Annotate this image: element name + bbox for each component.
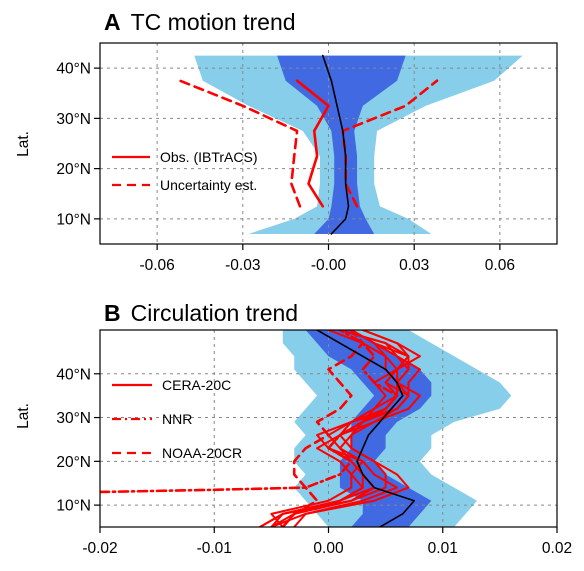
panel-b-title-text: Circulation trend	[131, 300, 298, 326]
y-tick-label: 30°N	[56, 111, 91, 128]
panel-b-title: B Circulation trend	[104, 300, 298, 326]
panel-a-lines	[178, 54, 439, 235]
ensemble-mean-line	[316, 330, 415, 527]
legend-label: Obs. (IBTrACS)	[160, 149, 258, 165]
x-tick-label: -0.06	[139, 257, 174, 274]
x-tick-label: 0.01	[428, 540, 458, 557]
y-tick-label: 20°N	[56, 454, 91, 471]
x-tick-label: -0.03	[225, 257, 260, 274]
panel-a-bands	[194, 55, 523, 234]
x-tick-label: 0.02	[542, 540, 572, 557]
x-tick-label: 0.00	[313, 540, 344, 557]
legend-label: NOAA-20CR	[162, 445, 242, 461]
inner-band-area	[277, 55, 406, 234]
panel-b-yticks: 10°N 20°N 30°N 40°N	[56, 366, 100, 515]
legend-label: CERA-20C	[162, 377, 231, 393]
panel-a-legend: Obs. (IBTrACS) Uncertainty est.	[112, 149, 258, 193]
series-line-2	[281, 330, 365, 527]
panel-b-xticks: -0.02 -0.01 0.00 0.01 0.02	[82, 527, 572, 557]
panel-b-ylabel: Lat.	[15, 403, 32, 429]
x-tick-label: 0.06	[485, 257, 515, 274]
y-tick-label: 40°N	[56, 61, 91, 78]
series-line-1	[178, 79, 302, 208]
y-tick-label: 40°N	[56, 366, 91, 383]
panel-a-title: A TC motion trend	[104, 9, 296, 35]
panel-a-grid	[100, 43, 557, 244]
legend-label: Uncertainty est.	[160, 177, 257, 193]
panel-b-bands	[282, 330, 512, 527]
y-tick-label: 10°N	[56, 211, 91, 228]
series-line-1	[100, 330, 399, 494]
series-line-0	[295, 79, 330, 208]
legend-label: NNR	[162, 411, 192, 427]
y-tick-label: 30°N	[56, 410, 91, 427]
ensemble-mean-line	[321, 54, 350, 235]
x-tick-label: 0.03	[399, 257, 429, 274]
y-tick-label: 20°N	[56, 161, 91, 178]
panel-b-letter: B	[104, 300, 121, 326]
x-tick-label: -0.00	[311, 257, 347, 274]
panel-a-letter: A	[104, 9, 121, 35]
panel-b: B Circulation trend Lat. -0.02 -0.01 0.00 0.…	[15, 300, 572, 557]
y-tick-label: 10°N	[56, 498, 91, 515]
panel-a-xticks: -0.06 -0.03 -0.00 0.03 0.06	[139, 244, 515, 274]
x-tick-label: -0.01	[197, 540, 232, 557]
outer-band-area	[194, 55, 523, 234]
panel-a-title-text: TC motion trend	[131, 9, 296, 35]
panel-b-lines	[100, 330, 421, 527]
member-line	[293, 330, 410, 527]
panel-a-ylabel: Lat.	[15, 131, 32, 157]
member-line	[270, 330, 410, 527]
panel-a-yticks: 10°N 20°N 30°N 40°N	[56, 61, 100, 228]
x-tick-label: -0.02	[82, 540, 117, 557]
panel-a: A TC motion trend Lat. -0.06 -0.03 -0.00 0.0…	[15, 9, 558, 274]
panel-b-legend: CERA-20C NNR NOAA-20CR	[112, 377, 242, 461]
